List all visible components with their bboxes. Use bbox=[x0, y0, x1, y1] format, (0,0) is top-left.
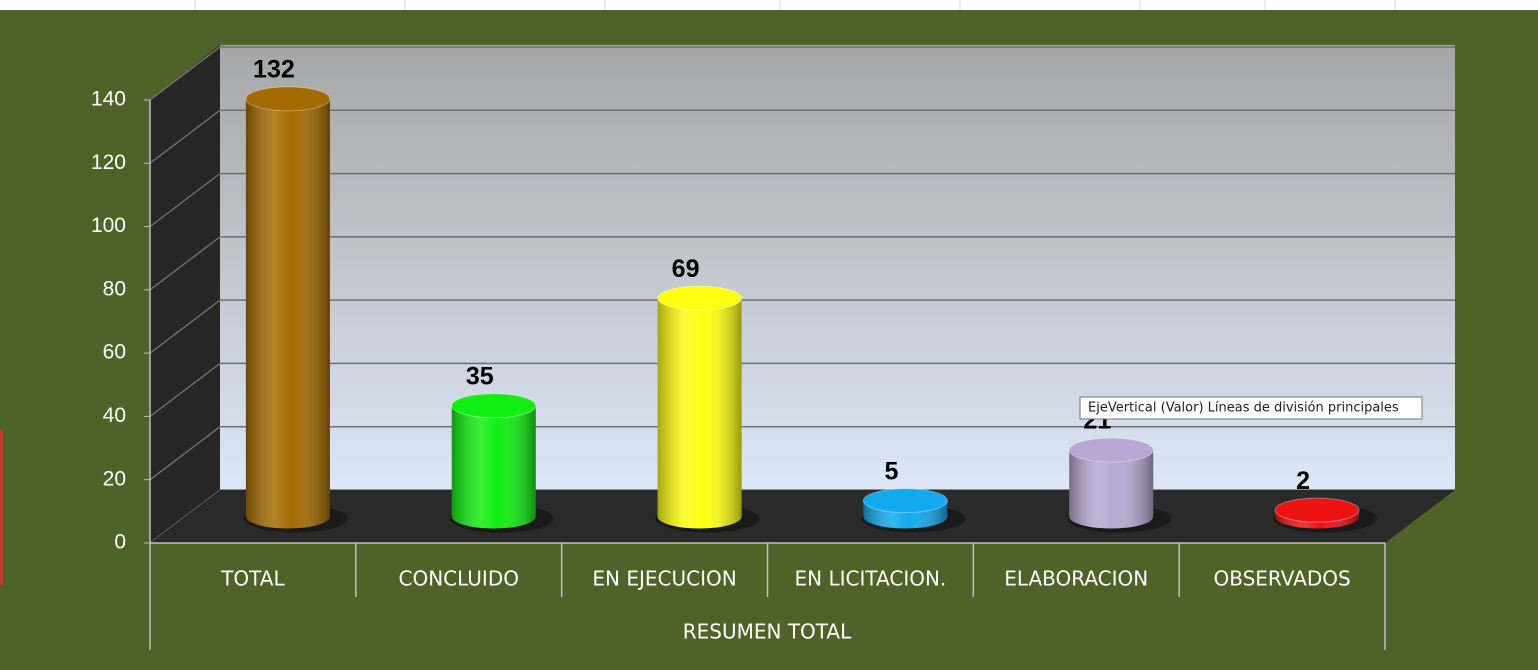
x-tick-label: EN EJECUCION bbox=[592, 567, 736, 591]
side-grid-line bbox=[149, 299, 221, 354]
y-tick-label: 0 bbox=[114, 531, 126, 554]
sheet-cells bbox=[194, 0, 1396, 10]
side-grid-line bbox=[149, 426, 221, 481]
x-tick-label: ELABORACION bbox=[1004, 567, 1148, 591]
tooltip-text: EjeVertical (Valor) Líneas de división p… bbox=[1088, 401, 1399, 416]
side-grid-line bbox=[149, 109, 221, 164]
y-tick-label: 60 bbox=[103, 341, 126, 364]
tooltip-box bbox=[1079, 396, 1423, 420]
side-grid-line bbox=[149, 362, 221, 417]
bar-shade bbox=[451, 405, 536, 529]
bar-top bbox=[245, 86, 331, 112]
bar-top bbox=[657, 285, 743, 311]
side-grid-line bbox=[149, 173, 221, 228]
x-tick-label: OBSERVADOS bbox=[1213, 567, 1350, 591]
bar-top bbox=[1068, 437, 1154, 463]
side-wall bbox=[150, 45, 220, 543]
value-label: 69 bbox=[672, 255, 700, 283]
group-label: RESUMEN TOTAL bbox=[683, 620, 852, 644]
y-tick-label: 80 bbox=[103, 277, 126, 300]
bar-top bbox=[451, 393, 537, 419]
bar-shade bbox=[1069, 450, 1154, 529]
value-label: 5 bbox=[884, 457, 898, 485]
y-tick-label: 120 bbox=[91, 151, 126, 174]
y-tick-label: 40 bbox=[103, 404, 126, 427]
value-label: 35 bbox=[466, 362, 494, 390]
x-tick-label: EN LICITACION. bbox=[795, 567, 947, 591]
y-tick-label: 140 bbox=[91, 88, 126, 111]
bar-top bbox=[862, 488, 948, 514]
value-label: 2 bbox=[1296, 467, 1310, 495]
back-wall bbox=[220, 45, 1455, 490]
y-tick-label: 20 bbox=[103, 467, 126, 490]
sheet-edge bbox=[0, 430, 3, 585]
sheet-strip bbox=[0, 0, 1538, 10]
side-grid-line bbox=[149, 236, 221, 291]
tooltip: EjeVertical (Valor) Líneas de división p… bbox=[1079, 396, 1423, 420]
x-tick-label: TOTAL bbox=[220, 567, 285, 591]
side-grid-line bbox=[149, 46, 221, 101]
value-label: 132 bbox=[253, 55, 295, 83]
x-tick-label: CONCLUIDO bbox=[399, 567, 519, 591]
y-tick-label: 100 bbox=[91, 214, 126, 237]
bar-shade bbox=[657, 298, 742, 529]
bar-shade bbox=[245, 98, 330, 529]
bar-top bbox=[1274, 497, 1360, 523]
